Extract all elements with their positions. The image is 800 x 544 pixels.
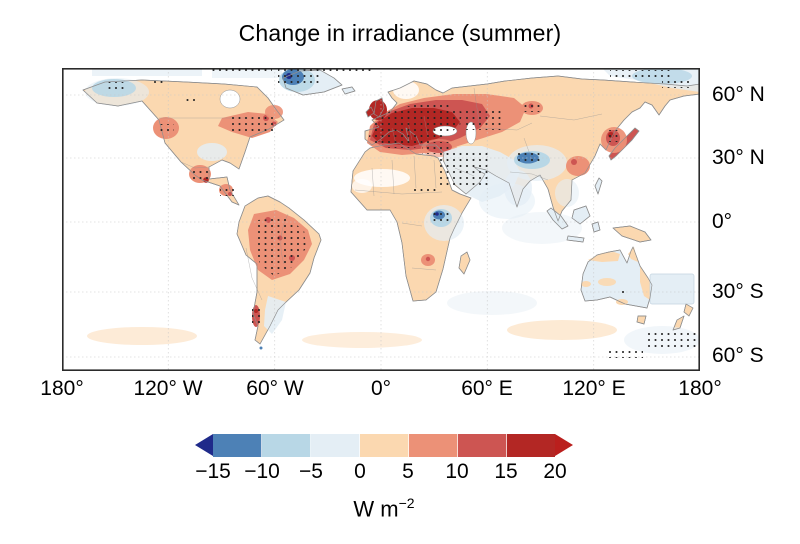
lon-tick-60w: 60° W [246, 377, 304, 400]
anomaly-australia-south-speck [616, 299, 628, 305]
lat-tick-30n: 30° N [712, 146, 765, 169]
colorbar-extend-high-arrow [555, 434, 573, 456]
anomaly-indochina-tint [555, 179, 579, 207]
anomaly-central-us-neutral [197, 143, 227, 161]
cb-tick-0: 0 [354, 460, 366, 483]
map-plot-area [62, 68, 700, 371]
anomaly-cape-york [628, 247, 638, 262]
anomaly-australia-center-sliver [598, 278, 616, 286]
anomaly-patagonia-tip [259, 346, 263, 350]
colorbar [195, 434, 573, 457]
lat-tick-60s: 60° S [712, 344, 764, 367]
anomaly-southern-ocean-1 [87, 327, 197, 345]
map-frame [62, 68, 700, 371]
hudson-bay [219, 89, 241, 109]
cb-tick-neg5: −5 [299, 460, 323, 483]
cb-tick-neg15: −15 [195, 460, 231, 483]
colorbar-extend-low-arrow [195, 434, 213, 456]
anomaly-west-sahara-neutral [352, 179, 372, 193]
anomaly-scandinavia-neutral [393, 81, 419, 99]
lat-tick-30s: 30° S [712, 280, 764, 303]
anomaly-southern-ocean-3 [507, 320, 617, 340]
cb-tick-20: 20 [543, 460, 567, 483]
cb-tick-neg10: −10 [244, 460, 280, 483]
anomaly-se-china-speck [571, 159, 577, 165]
lon-tick-120w: 120° W [133, 377, 203, 400]
anomaly-bay-of-bengal-tint [502, 212, 582, 244]
lon-tick-180w: 180° [40, 377, 84, 400]
lat-tick-0: 0° [712, 210, 733, 233]
cb-tick-5: 5 [402, 460, 414, 483]
colorbar-segment-15-20 [507, 434, 555, 457]
colorbar-segment-10-15 [458, 434, 507, 457]
anomaly-southern-ocean-2 [302, 332, 422, 348]
world-map [62, 68, 700, 371]
anomaly-argentina-negative [264, 296, 286, 334]
colorbar-segments [213, 434, 555, 457]
lon-tick-0: 0° [370, 377, 392, 400]
colorbar-segment-5-10 [409, 434, 458, 457]
lat-tick-60n: 60° N [712, 83, 765, 106]
anomaly-australia-east-coast [640, 266, 652, 300]
anomaly-south-indian-tint [447, 291, 537, 315]
anomaly-arctic-tint-west [92, 68, 202, 76]
colorbar-unit: W m−2 [324, 495, 444, 522]
anomaly-australia-north-coast [588, 252, 620, 262]
colorbar-segment-neg5-0 [311, 434, 360, 457]
anomaly-se-china-positive [566, 156, 590, 176]
cb-tick-15: 15 [494, 460, 518, 483]
anomaly-tasman-sea-tint [649, 273, 695, 305]
colorbar-unit-exponent: −2 [398, 495, 415, 511]
colorbar-segment-0-5 [360, 434, 409, 457]
colorbar-segment-neg10-neg5 [262, 434, 311, 457]
lon-tick-120e: 120° E [562, 377, 626, 400]
graticule [62, 68, 700, 371]
colorbar-segment-neg15-neg10 [213, 434, 262, 457]
lon-tick-60e: 60° E [461, 377, 513, 400]
cb-tick-10: 10 [445, 460, 469, 483]
anomaly-australia-west-speck [581, 281, 591, 287]
stippling [106, 68, 696, 358]
anomaly-india-negative [504, 170, 532, 206]
figure-title: Change in irradiance (summer) [238, 20, 562, 46]
colorbar-unit-base: W m [353, 496, 399, 522]
lon-tick-180e: 180° [678, 377, 722, 400]
anomaly-zambia-speck [425, 256, 431, 262]
